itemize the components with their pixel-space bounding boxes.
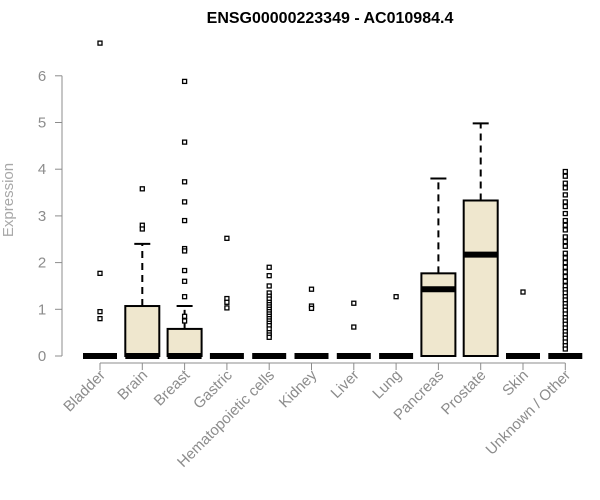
- outlier-point: [266, 264, 272, 270]
- box-group: [420, 177, 457, 357]
- y-tick-label: 4: [38, 161, 46, 178]
- outlier-point: [266, 334, 272, 340]
- outlier-point: [562, 278, 568, 284]
- outlier-point: [181, 267, 188, 274]
- box-group: [209, 235, 244, 359]
- outlier-point: [562, 255, 568, 261]
- y-axis-label: Expression: [0, 163, 17, 237]
- y-axis: 0 1 2 3 4 5 6: [38, 68, 63, 365]
- outlier-point: [97, 308, 103, 315]
- outlier-point: [224, 305, 230, 311]
- outlier-point: [562, 238, 568, 245]
- outlier-point: [562, 222, 568, 228]
- y-tick-label: 5: [38, 115, 46, 132]
- outlier-point: [562, 250, 568, 256]
- chart-title: ENSG00000223349 - AC010984.4: [207, 10, 454, 27]
- outlier-point: [224, 299, 230, 305]
- outlier-point: [562, 273, 568, 280]
- outlier-point: [562, 199, 568, 205]
- outlier-point: [562, 203, 568, 210]
- outlier-point: [562, 185, 568, 191]
- outlier-point: [562, 210, 568, 217]
- plot-area: [83, 40, 583, 359]
- box-group: [548, 168, 583, 359]
- outlier-point: [139, 186, 145, 192]
- box-group: [379, 294, 414, 359]
- outlier-point: [97, 40, 103, 46]
- outlier-point: [181, 179, 188, 185]
- outlier-point: [393, 294, 399, 300]
- outlier-point: [562, 227, 568, 233]
- outlier-point: [351, 300, 357, 306]
- x-tick-label: Breast: [151, 366, 194, 409]
- outlier-point: [562, 168, 568, 175]
- outlier-point: [562, 217, 568, 224]
- box: [420, 272, 457, 357]
- outlier-point: [181, 278, 188, 284]
- outlier-point: [139, 226, 145, 232]
- outlier-point: [266, 283, 272, 289]
- x-tick-label: Lung: [369, 367, 405, 403]
- x-tick-label: Kidney: [276, 366, 321, 411]
- outlier-point: [351, 324, 357, 330]
- outlier-point: [181, 139, 188, 145]
- x-tick-label: Bladder: [60, 367, 109, 416]
- box-group: [462, 122, 499, 357]
- y-tick-label: 1: [38, 301, 46, 318]
- outlier-point: [562, 192, 568, 198]
- outlier-point: [562, 243, 568, 249]
- outlier-point: [97, 270, 103, 276]
- outlier-point: [181, 217, 188, 224]
- outlier-point: [562, 269, 568, 275]
- x-tick-label: Liver: [328, 367, 363, 402]
- outlier-point: [266, 273, 272, 279]
- x-tick-label: Brain: [114, 367, 151, 404]
- x-tick-label: Prostate: [438, 367, 490, 419]
- box-group: [506, 289, 540, 359]
- y-tick-label: 0: [38, 348, 46, 365]
- box-group: [252, 264, 287, 359]
- outlier-point: [520, 289, 526, 295]
- box: [166, 327, 203, 358]
- outlier-point: [181, 318, 188, 324]
- box-group: [83, 40, 117, 359]
- outlier-point: [181, 294, 188, 300]
- outlier-point: [181, 78, 188, 85]
- outlier-point: [562, 259, 568, 266]
- outlier-point: [181, 199, 188, 205]
- outlier-point: [97, 315, 103, 322]
- outlier-point: [181, 313, 188, 319]
- box: [124, 305, 161, 358]
- outlier-point: [181, 248, 188, 254]
- outlier-point: [308, 305, 315, 312]
- y-tick-label: 3: [38, 208, 46, 225]
- y-tick-label: 2: [38, 255, 46, 272]
- box: [462, 199, 499, 357]
- outlier-point: [562, 234, 568, 240]
- x-tick-label: Skin: [499, 367, 532, 400]
- box-group: [294, 286, 329, 359]
- box-group: [166, 78, 203, 359]
- box-group: [336, 300, 371, 359]
- outlier-point: [562, 173, 568, 179]
- outlier-point: [562, 264, 568, 270]
- outlier-point: [308, 286, 315, 292]
- outlier-point: [224, 235, 230, 241]
- box-group: [124, 186, 161, 359]
- outlier-point: [562, 346, 568, 352]
- outlier-point: [562, 180, 568, 186]
- y-tick-label: 6: [38, 68, 46, 85]
